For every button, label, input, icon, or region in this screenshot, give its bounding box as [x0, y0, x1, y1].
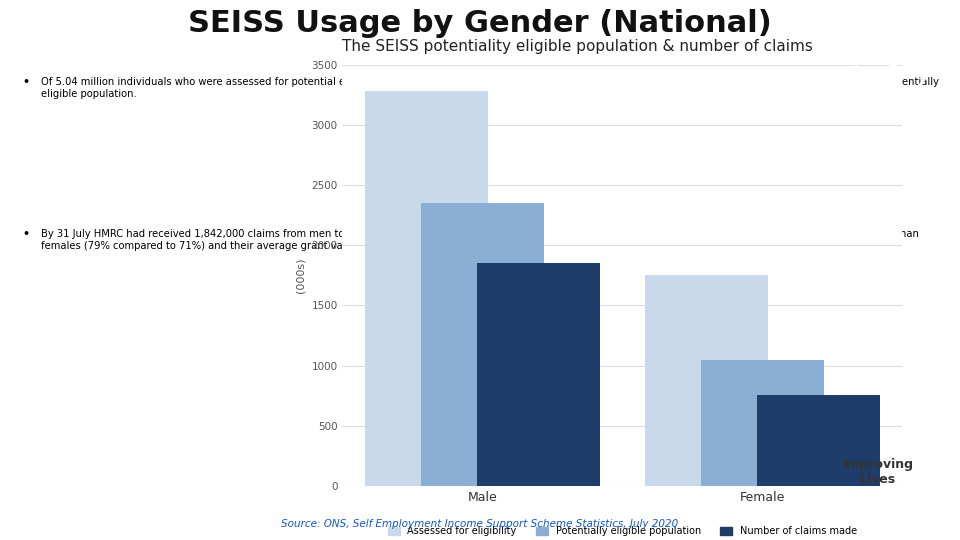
Text: Of 5.04 million individuals who were assessed for potential eligibility, men mak: Of 5.04 million individuals who were ass… [40, 77, 939, 99]
Text: Source: ONS, Self Employment Income Support Scheme Statistics, July 2020: Source: ONS, Self Employment Income Supp… [281, 519, 679, 529]
Bar [365, 91, 488, 486]
Text: By 31 July HMRC had received 1,842,000 claims from men totalling £5.8 billion co: By 31 July HMRC had received 1,842,000 c… [40, 229, 919, 251]
Bar [420, 203, 544, 486]
Bar [477, 264, 600, 486]
Text: The SEISS potentiality eligible population & number of claims: The SEISS potentiality eligible populati… [343, 39, 813, 54]
Bar [645, 275, 768, 486]
Text: Improving
Lives: Improving Lives [843, 458, 914, 486]
Bar [701, 360, 824, 486]
Text: ★: ★ [881, 53, 904, 77]
Text: SEISS Usage by Gender (National): SEISS Usage by Gender (National) [188, 9, 772, 38]
Bar [756, 395, 880, 486]
Y-axis label: (000s): (000s) [296, 258, 306, 293]
Text: •: • [22, 77, 29, 87]
Legend: Assessed for eligibility, Potentially eligible population, Number of claims made: Assessed for eligibility, Potentially el… [384, 522, 861, 540]
Text: •: • [22, 229, 29, 239]
